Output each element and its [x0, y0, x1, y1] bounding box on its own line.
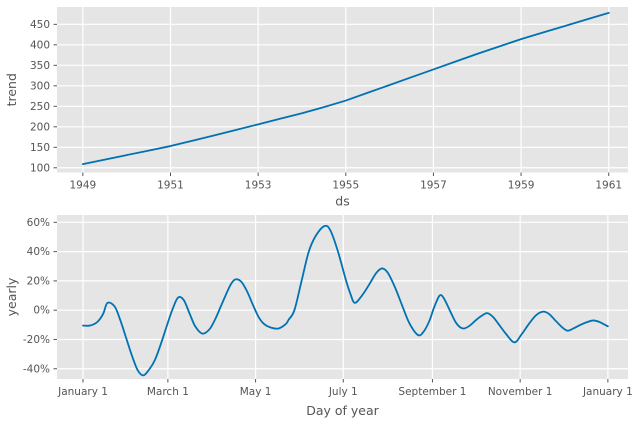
yearly-y-axis-label: yearly: [4, 277, 19, 316]
yearly-chart: January 1 March 1 May 1 July 1 September 1 No…: [4, 215, 633, 418]
trend-ytick-label: 450: [30, 19, 50, 31]
trend-xtick-label: 1961: [595, 180, 622, 192]
trend-y-axis-label: trend: [4, 73, 19, 106]
trend-series-line: [81, 11, 610, 165]
yearly-tick-labels: January 1 March 1 May 1 July 1 September 1 No…: [23, 217, 633, 398]
trend-xtick-label: 1959: [508, 180, 535, 192]
trend-x-axis-label: ds: [335, 194, 349, 209]
trend-gridlines: [57, 7, 628, 173]
yearly-xtick-label: March 1: [147, 386, 189, 398]
trend-xtick-label: 1953: [245, 180, 272, 192]
trend-ytick-label: 250: [30, 101, 50, 113]
trend-ytick-label: 150: [30, 142, 50, 154]
trend-xtick-label: 1951: [157, 180, 184, 192]
yearly-ytick-label: 40%: [27, 246, 50, 258]
trend-plot-area: [57, 7, 628, 173]
yearly-xtick-label: November 1: [488, 386, 553, 398]
yearly-ytick-label: -20%: [23, 334, 50, 346]
yearly-xtick-label: September 1: [398, 386, 466, 398]
yearly-ytick-label: -40%: [23, 363, 50, 375]
trend-ytick-label: 350: [30, 60, 50, 72]
trend-xtick-label: 1949: [69, 180, 96, 192]
yearly-ytick-label: 60%: [27, 217, 50, 229]
trend-ytick-label: 300: [30, 80, 50, 92]
yearly-ytick-label: 20%: [27, 275, 50, 287]
yearly-ytick-label: 0%: [33, 305, 50, 317]
yearly-x-axis-label: Day of year: [306, 403, 379, 418]
trend-chart: 1949 1951 1953 1955 1957 1959 1961 100 150 200 250…: [4, 7, 628, 209]
yearly-xtick-label: July 1: [328, 386, 358, 398]
yearly-plot-area: [57, 215, 628, 379]
trend-ytick-label: 400: [30, 39, 50, 51]
trend-xtick-label: 1955: [332, 180, 359, 192]
yearly-tick-marks: [53, 221, 609, 383]
trend-ytick-label: 100: [30, 162, 50, 174]
yearly-gridlines: [57, 215, 628, 379]
yearly-xtick-label: January 1: [582, 386, 633, 398]
yearly-series-line: [82, 224, 609, 377]
trend-tick-labels: 1949 1951 1953 1955 1957 1959 1961 100 150 200 250…: [30, 19, 622, 192]
trend-xtick-label: 1957: [420, 180, 447, 192]
trend-ytick-label: 200: [30, 121, 50, 133]
yearly-xtick-label: January 1: [57, 386, 108, 398]
trend-tick-marks: [53, 23, 610, 176]
yearly-xtick-label: May 1: [240, 386, 272, 398]
